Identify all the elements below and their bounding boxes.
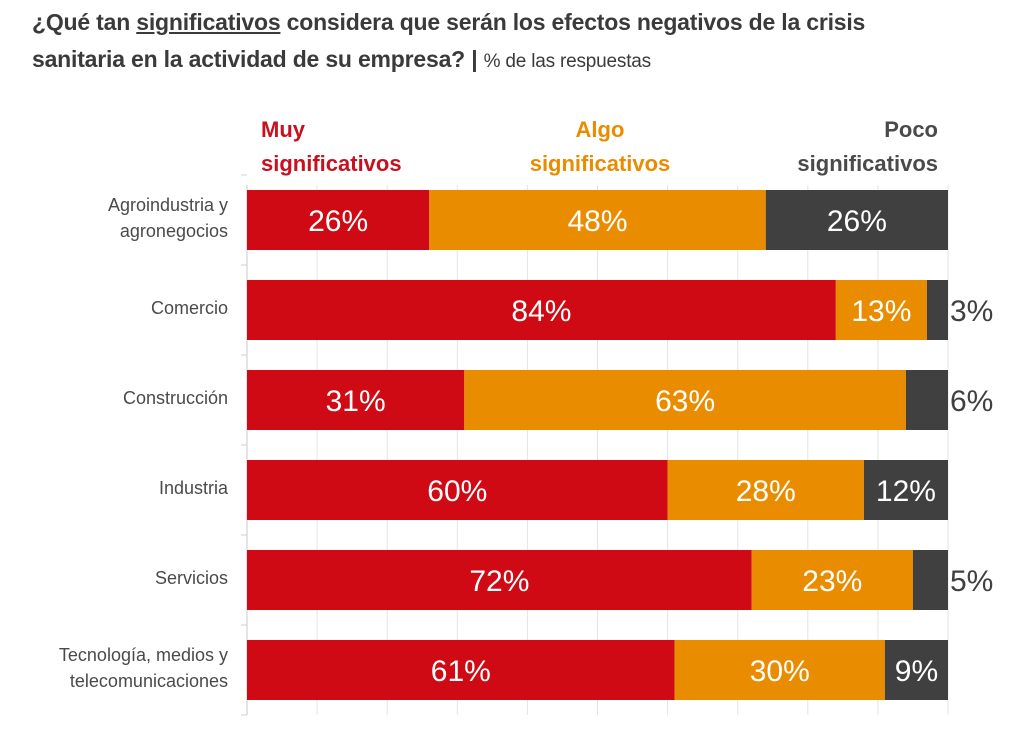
- bar-segment-poco-significativos: [863, 460, 948, 520]
- data-label: 31%: [326, 385, 386, 418]
- bar-segment-algo-significativos: [674, 640, 885, 700]
- legend-label: Poco: [884, 117, 938, 142]
- legend-muy-significativos: Muy significativos: [261, 113, 402, 181]
- data-label: 26%: [827, 205, 887, 238]
- category-label: Comercio: [0, 295, 228, 321]
- bar-segment-muy-significativos: [247, 190, 430, 250]
- category-label: Industria: [0, 475, 228, 501]
- legend-label: significativos: [797, 151, 938, 176]
- category-label: Servicios: [0, 565, 228, 591]
- data-label: 13%: [851, 295, 911, 328]
- data-label: 6%: [950, 385, 993, 418]
- title-text-2: considera que serán los efectos negativo…: [280, 9, 866, 35]
- bar-segment-muy-significativos: [247, 370, 465, 430]
- bar-segment-algo-significativos: [667, 460, 864, 520]
- legend-label: Muy: [261, 117, 305, 142]
- category-label-line: telecomunicaciones: [69, 671, 228, 691]
- data-label: 23%: [802, 565, 862, 598]
- bar-segment-poco-significativos: [912, 550, 948, 610]
- category-label-line: Tecnología, medios y: [58, 645, 228, 665]
- title-text: ¿Qué tan: [32, 9, 137, 35]
- data-label: 72%: [469, 565, 529, 598]
- bar-segment-poco-significativos: [765, 190, 948, 250]
- data-label: 84%: [511, 295, 571, 328]
- category-label: Agroindustria y agronegocios: [0, 192, 228, 244]
- legend-label: significativos: [261, 151, 402, 176]
- data-label: 60%: [427, 475, 487, 508]
- bar-segment-muy-significativos: [247, 460, 668, 520]
- bar-segment-algo-significativos: [835, 280, 927, 340]
- bar-segment-algo-significativos: [751, 550, 913, 610]
- data-label: 48%: [567, 205, 627, 238]
- chart-subtitle: % de las respuestas: [483, 51, 651, 72]
- category-label-line: Servicios: [154, 568, 228, 588]
- legend-label: Algo: [575, 117, 625, 142]
- category-label-line: Comercio: [150, 298, 228, 318]
- data-label: 3%: [950, 295, 993, 328]
- data-label: 63%: [655, 385, 715, 418]
- data-label: 61%: [431, 655, 491, 688]
- category-label-line: Construcción: [122, 388, 228, 408]
- bar-segment-muy-significativos: [247, 640, 675, 700]
- legend-label: significativos: [529, 151, 671, 176]
- data-label: 26%: [308, 205, 368, 238]
- bar-segment-algo-significativos: [464, 370, 906, 430]
- category-label-line: Agroindustria y: [107, 195, 228, 215]
- category-label: Construcción: [0, 385, 228, 411]
- category-label: Tecnología, medios y telecomunicaciones: [0, 642, 228, 694]
- bar-segment-poco-significativos: [905, 370, 948, 430]
- data-label: 30%: [750, 655, 810, 688]
- legend-algo-significativos: Algo significativos: [520, 113, 680, 181]
- legend-poco-significativos: Poco significativos: [760, 113, 938, 181]
- data-label: 9%: [895, 655, 938, 688]
- bar-segment-algo-significativos: [429, 190, 766, 250]
- bar-segment-poco-significativos: [884, 640, 948, 700]
- category-label-line: agronegocios: [119, 221, 228, 241]
- title-line-2: sanitaria en la actividad de su empresa?…: [32, 46, 484, 72]
- bar-segment-muy-significativos: [247, 550, 752, 610]
- bar-segment-muy-significativos: [247, 280, 836, 340]
- chart-title: ¿Qué tan significativos considera que se…: [32, 4, 1012, 80]
- data-label: 12%: [876, 475, 936, 508]
- title-underlined: significativos: [136, 9, 281, 35]
- bar-segment-poco-significativos: [926, 280, 948, 340]
- data-label: 5%: [950, 565, 993, 598]
- data-label: 28%: [736, 475, 796, 508]
- category-label-line: Industria: [158, 478, 228, 498]
